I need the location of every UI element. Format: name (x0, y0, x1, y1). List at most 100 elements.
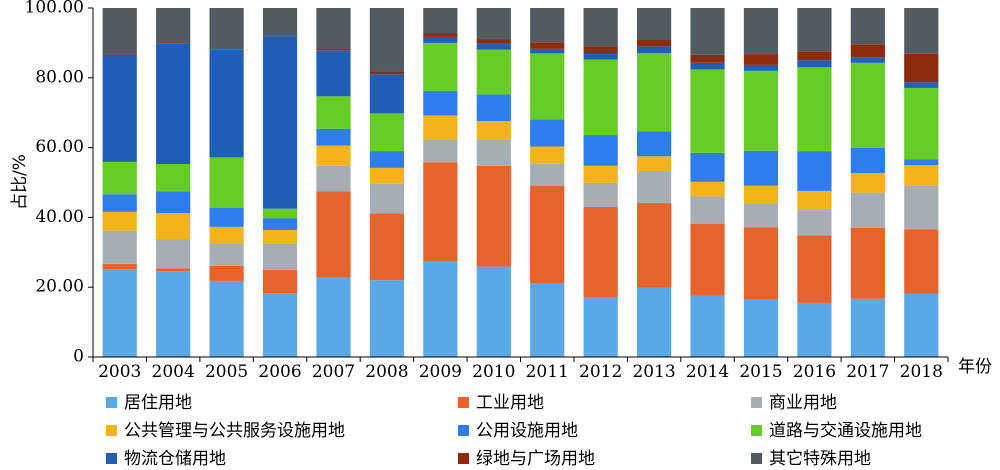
bar-segment-2008-4 (369, 151, 405, 168)
bar-segment-2013-2 (636, 172, 672, 204)
bar-segment-2003-7 (102, 53, 137, 55)
x-tick-label: 2005 (205, 362, 248, 382)
bar-segment-2014-8 (690, 8, 725, 55)
x-tick-label: 2015 (739, 362, 782, 382)
bar-segment-2011-6 (530, 48, 565, 54)
bar-segment-2016-7 (797, 51, 832, 61)
bar-segment-2004-3 (156, 213, 191, 240)
bar-segment-2018-3 (904, 165, 939, 186)
x-tick-label: 2006 (258, 362, 301, 382)
bar-segment-2015-0 (743, 299, 779, 357)
legend-swatch (458, 453, 469, 464)
bar-segment-2011-5 (530, 53, 565, 120)
bar-segment-2017-4 (850, 147, 885, 174)
bar-segment-2005-4 (209, 207, 244, 227)
bar-segment-2016-2 (797, 210, 832, 236)
bar-segment-2010-4 (476, 94, 511, 122)
bar-segment-2008-7 (369, 71, 405, 75)
y-ticks: 0 20.00 40.00 60.00 80.00 100.00 (25, 0, 93, 367)
bar-segment-2016-0 (797, 302, 832, 357)
x-tick-label: 2013 (632, 362, 675, 382)
legend-label: 其它特殊用地 (769, 449, 871, 469)
bar-segment-2005-3 (209, 226, 244, 244)
bar-segment-2014-6 (690, 62, 725, 70)
bar-segment-2016-5 (797, 67, 832, 152)
x-tick-label: 2004 (152, 362, 195, 382)
bar-segment-2004-7 (156, 42, 191, 44)
bar-segment-2004-5 (156, 164, 191, 192)
x-tick-label: 2008 (365, 362, 408, 382)
y-tick-label: 20.00 (35, 277, 84, 297)
bar-segment-2013-1 (636, 203, 672, 288)
bar-segment-2005-0 (209, 280, 244, 357)
bar-segment-2017-7 (850, 44, 885, 58)
bar-segment-2010-3 (476, 121, 511, 140)
y-tick-label: 0 (73, 347, 84, 367)
bar-segment-2008-0 (369, 280, 405, 357)
bar-segment-2017-3 (850, 173, 885, 193)
bar-segment-2011-2 (530, 163, 565, 186)
bar-segment-2007-3 (316, 145, 351, 166)
bar-segment-2015-8 (743, 8, 779, 55)
bar-segment-2010-2 (476, 139, 511, 166)
bar-segment-2015-1 (743, 227, 779, 300)
bar-segment-2012-2 (583, 182, 618, 207)
bar-segment-2012-7 (583, 46, 618, 55)
bar-segment-2004-2 (156, 239, 191, 269)
bar-segment-2018-7 (904, 53, 939, 83)
bar-segment-2009-0 (423, 261, 458, 357)
bar-segment-2012-3 (583, 165, 618, 183)
bar-segment-2010-7 (476, 39, 511, 44)
bar-segment-2017-1 (850, 227, 885, 299)
bar-segment-2017-0 (850, 298, 885, 357)
bar-segment-2009-5 (423, 42, 458, 92)
bar-segment-2009-2 (423, 139, 458, 163)
bar-segment-2017-5 (850, 62, 885, 148)
bar-segment-2013-8 (636, 8, 672, 40)
bar-segment-2004-4 (156, 191, 191, 214)
x-tick-label: 2003 (98, 362, 141, 382)
bar-segment-2015-4 (743, 150, 779, 186)
bar-segment-2006-6 (262, 36, 298, 209)
y-tick-label: 100.00 (25, 0, 84, 18)
x-tick-label: 2017 (846, 362, 889, 382)
bar-segment-2018-5 (904, 87, 939, 160)
bar-segment-2006-8 (262, 8, 298, 36)
bar-segment-2007-4 (316, 128, 351, 146)
legend-label: 商业用地 (769, 393, 837, 413)
bar-segment-2011-1 (530, 185, 565, 284)
x-ticks: 2003 2004 2005 2006 2007 2008 2009 2010 2011 2012… (92, 357, 949, 382)
bar-segment-2018-2 (904, 185, 939, 230)
bar-segment-2018-4 (904, 159, 939, 166)
bar-segment-2017-8 (850, 8, 885, 45)
bar-segment-2010-8 (476, 8, 511, 40)
legend-label: 工业用地 (476, 393, 544, 413)
legend-label: 绿地与广场用地 (476, 449, 595, 469)
bar-segment-2008-8 (369, 8, 405, 72)
bar-segment-2003-1 (102, 263, 137, 270)
bar-segment-2011-3 (530, 146, 565, 164)
bar-segment-2004-6 (156, 43, 191, 164)
bar-segment-2012-4 (583, 135, 618, 166)
bar-segment-2003-2 (102, 230, 137, 264)
legend-label: 道路与交通设施用地 (769, 421, 922, 441)
bar-segment-2008-6 (369, 74, 405, 114)
legend-label: 公用设施用地 (476, 421, 578, 441)
legend-swatch (106, 397, 117, 408)
bar-segment-2007-8 (316, 8, 351, 49)
bar-segment-2009-4 (423, 91, 458, 116)
x-tick-label: 2010 (472, 362, 515, 382)
bar-segment-2006-1 (262, 270, 298, 294)
bar-segment-2017-2 (850, 192, 885, 228)
bar-segment-2013-3 (636, 156, 672, 173)
bar-segment-2016-8 (797, 8, 832, 52)
bar-segment-2006-7 (262, 35, 298, 37)
bar-segment-2015-5 (743, 70, 779, 151)
bar-segment-2012-5 (583, 59, 618, 136)
bar-segment-2013-4 (636, 131, 672, 157)
x-tick-label: 2014 (686, 362, 729, 382)
bar-segment-2013-7 (636, 39, 672, 47)
legend-swatch (458, 425, 469, 436)
